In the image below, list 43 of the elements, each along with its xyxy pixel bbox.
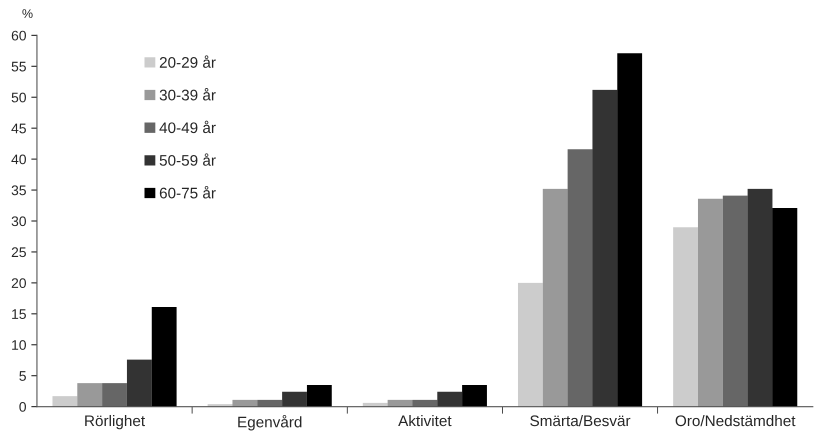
bar (52, 396, 78, 407)
bar (542, 188, 568, 407)
legend-label: 40-49 år (159, 120, 216, 134)
x-tick-label: Oro/Nedstämdhet (676, 414, 796, 426)
bar (437, 392, 462, 407)
y-tick-label: 60 (12, 30, 26, 41)
bar (126, 360, 152, 407)
legend-label: 50-59 år (160, 153, 216, 166)
y-tick-label: 5 (19, 371, 26, 381)
bar (748, 188, 772, 407)
legend-label: 30-39 år (160, 88, 216, 100)
bar (462, 384, 487, 407)
bar (568, 149, 592, 407)
x-tick-label: Aktivitet (398, 414, 452, 426)
bar (152, 307, 177, 407)
y-tick-label: 25 (12, 247, 26, 258)
x-tick-label: Rörlighet (85, 414, 145, 430)
y-tick-label: 50 (12, 92, 26, 102)
bar (698, 198, 723, 407)
bar (592, 90, 618, 407)
y-tick-label: 20 (12, 278, 26, 288)
bar (772, 208, 798, 407)
bar (306, 384, 332, 407)
x-tick-label: Smärta/Besvär (530, 414, 630, 426)
bar (518, 282, 543, 407)
bar (282, 392, 307, 407)
y-tick-label: 30 (12, 216, 26, 226)
y-tick-label: 15 (12, 309, 26, 319)
bar (617, 53, 642, 407)
y-tick-label: 55 (12, 62, 26, 72)
bar (77, 383, 102, 407)
legend-label: 60-75 år (160, 186, 216, 198)
y-tick-label: 40 (11, 154, 26, 164)
y-tick-label: 45 (11, 124, 26, 134)
y-tick-label: 10 (12, 340, 26, 350)
y-axis-title: % (22, 9, 33, 18)
x-tick-label: Egenvård (238, 414, 302, 430)
bar (102, 383, 127, 407)
bar (673, 227, 698, 407)
y-tick-label: 35 (12, 185, 26, 196)
bar (722, 196, 748, 407)
legend-label: 20-29 år (160, 55, 216, 68)
y-tick-label: 0 (19, 402, 26, 412)
